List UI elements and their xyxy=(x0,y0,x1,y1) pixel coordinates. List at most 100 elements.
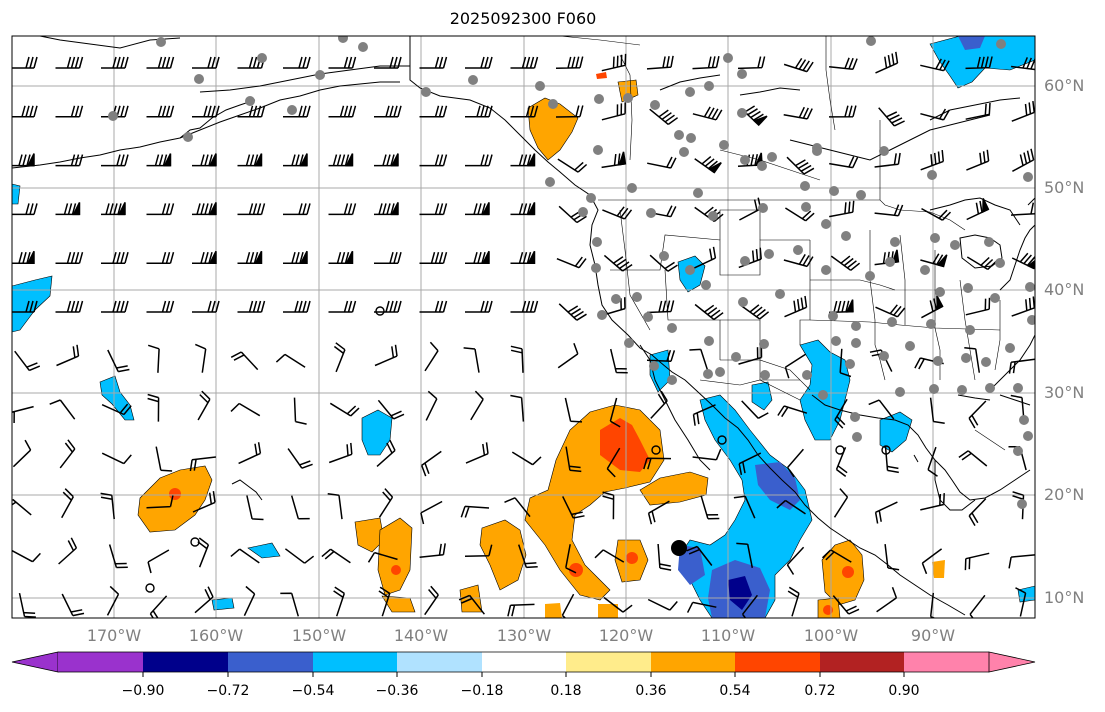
wind-barb xyxy=(419,543,446,559)
wind-barb xyxy=(609,397,621,428)
graticule xyxy=(12,36,1035,618)
wind-barb xyxy=(510,300,539,313)
wind-barb xyxy=(1015,587,1027,617)
station-marker xyxy=(593,145,603,155)
wind-barb xyxy=(776,499,806,515)
wind-barb xyxy=(192,490,216,513)
colorbar-segment xyxy=(651,652,735,672)
station-marker xyxy=(646,208,656,218)
colorbar-tick-label: 0.72 xyxy=(804,683,836,699)
station-marker xyxy=(421,87,431,97)
station-marker xyxy=(715,367,725,377)
wind-barb xyxy=(647,500,670,525)
station-marker xyxy=(963,283,973,293)
wind-barb xyxy=(146,105,175,118)
station-marker xyxy=(926,319,936,329)
wind-barb xyxy=(243,585,256,617)
wind-barb xyxy=(333,342,346,373)
wind-barb xyxy=(692,106,723,121)
station-marker xyxy=(737,69,747,79)
station-marker xyxy=(643,312,653,322)
wind-barb xyxy=(555,56,584,70)
wind-barb xyxy=(693,246,717,269)
station-marker xyxy=(1019,415,1029,425)
lat-label-50n: 50°N xyxy=(1044,178,1085,197)
wind-barb xyxy=(832,595,860,615)
wind-barb xyxy=(875,304,906,318)
wind-barb xyxy=(517,544,538,569)
station-marker xyxy=(650,100,660,110)
lon-label-170w: 170°W xyxy=(86,626,142,645)
wind-barb xyxy=(689,348,709,373)
wind-barb xyxy=(510,394,525,422)
wind-barb xyxy=(100,492,115,520)
wind-barb xyxy=(700,495,720,520)
wind-barb xyxy=(921,298,943,319)
colorbar-segment xyxy=(735,652,820,672)
station-marker xyxy=(879,146,889,156)
station-marker xyxy=(586,193,596,203)
wind-barb xyxy=(101,154,129,167)
wind-barb xyxy=(968,498,987,526)
wind-barb xyxy=(783,57,814,73)
wind-barb xyxy=(965,56,993,70)
wind-barb xyxy=(367,551,398,563)
wind-barb xyxy=(561,593,575,618)
wind-barb xyxy=(829,200,855,218)
station-marker xyxy=(719,140,729,150)
wind-barb xyxy=(146,154,171,167)
wind-barb xyxy=(920,108,950,121)
wind-barb xyxy=(374,344,398,367)
wind-barb xyxy=(594,549,625,563)
station-marker xyxy=(856,190,866,200)
wind-barb xyxy=(562,496,585,519)
wind-barb xyxy=(55,252,84,264)
station-marker xyxy=(841,231,851,241)
map-frame xyxy=(11,35,1036,619)
wind-barb xyxy=(420,500,443,525)
wind-barb xyxy=(565,544,577,574)
wind-barb xyxy=(777,405,808,418)
wind-barb xyxy=(1011,57,1035,71)
station-marker xyxy=(1025,282,1035,292)
station-marker xyxy=(703,369,713,379)
wind-barb xyxy=(787,586,800,617)
wind-barbs xyxy=(12,51,1035,618)
wind-barb xyxy=(149,595,168,618)
lon-label-160w: 160°W xyxy=(188,626,244,645)
wind-barb xyxy=(61,488,74,519)
station-marker xyxy=(701,280,711,290)
station-marker xyxy=(704,81,714,91)
colorbar-segment xyxy=(820,652,904,672)
wind-barb xyxy=(565,446,582,473)
station-marker xyxy=(920,265,930,275)
wind-barb xyxy=(192,203,216,216)
wind-barb xyxy=(465,203,489,216)
wind-barb xyxy=(155,446,173,472)
wind-barb xyxy=(419,105,448,118)
colorbar-extend-high xyxy=(988,651,1036,673)
wind-barb xyxy=(192,154,216,167)
wind-barb xyxy=(965,102,991,120)
wind-barb xyxy=(876,586,898,613)
wind-barb xyxy=(419,203,448,216)
shaded-field-positive xyxy=(137,72,945,618)
station-marker xyxy=(929,384,939,394)
station-marker xyxy=(852,432,862,442)
wind-barb xyxy=(329,402,360,417)
wind-barb xyxy=(283,203,311,216)
wind-barb xyxy=(61,593,85,617)
wind-barb xyxy=(921,548,943,575)
station-marker xyxy=(257,53,267,63)
wind-barb xyxy=(603,596,633,613)
station-marker xyxy=(338,36,348,43)
wind-barb xyxy=(275,353,306,368)
wind-barb xyxy=(12,56,38,69)
wind-barb xyxy=(378,586,391,617)
wind-barb xyxy=(555,105,584,118)
lat-label-40n: 40°N xyxy=(1044,280,1085,299)
station-marker xyxy=(686,133,696,143)
station-marker xyxy=(659,251,669,261)
station-marker xyxy=(927,170,937,180)
station-marker xyxy=(831,336,841,346)
